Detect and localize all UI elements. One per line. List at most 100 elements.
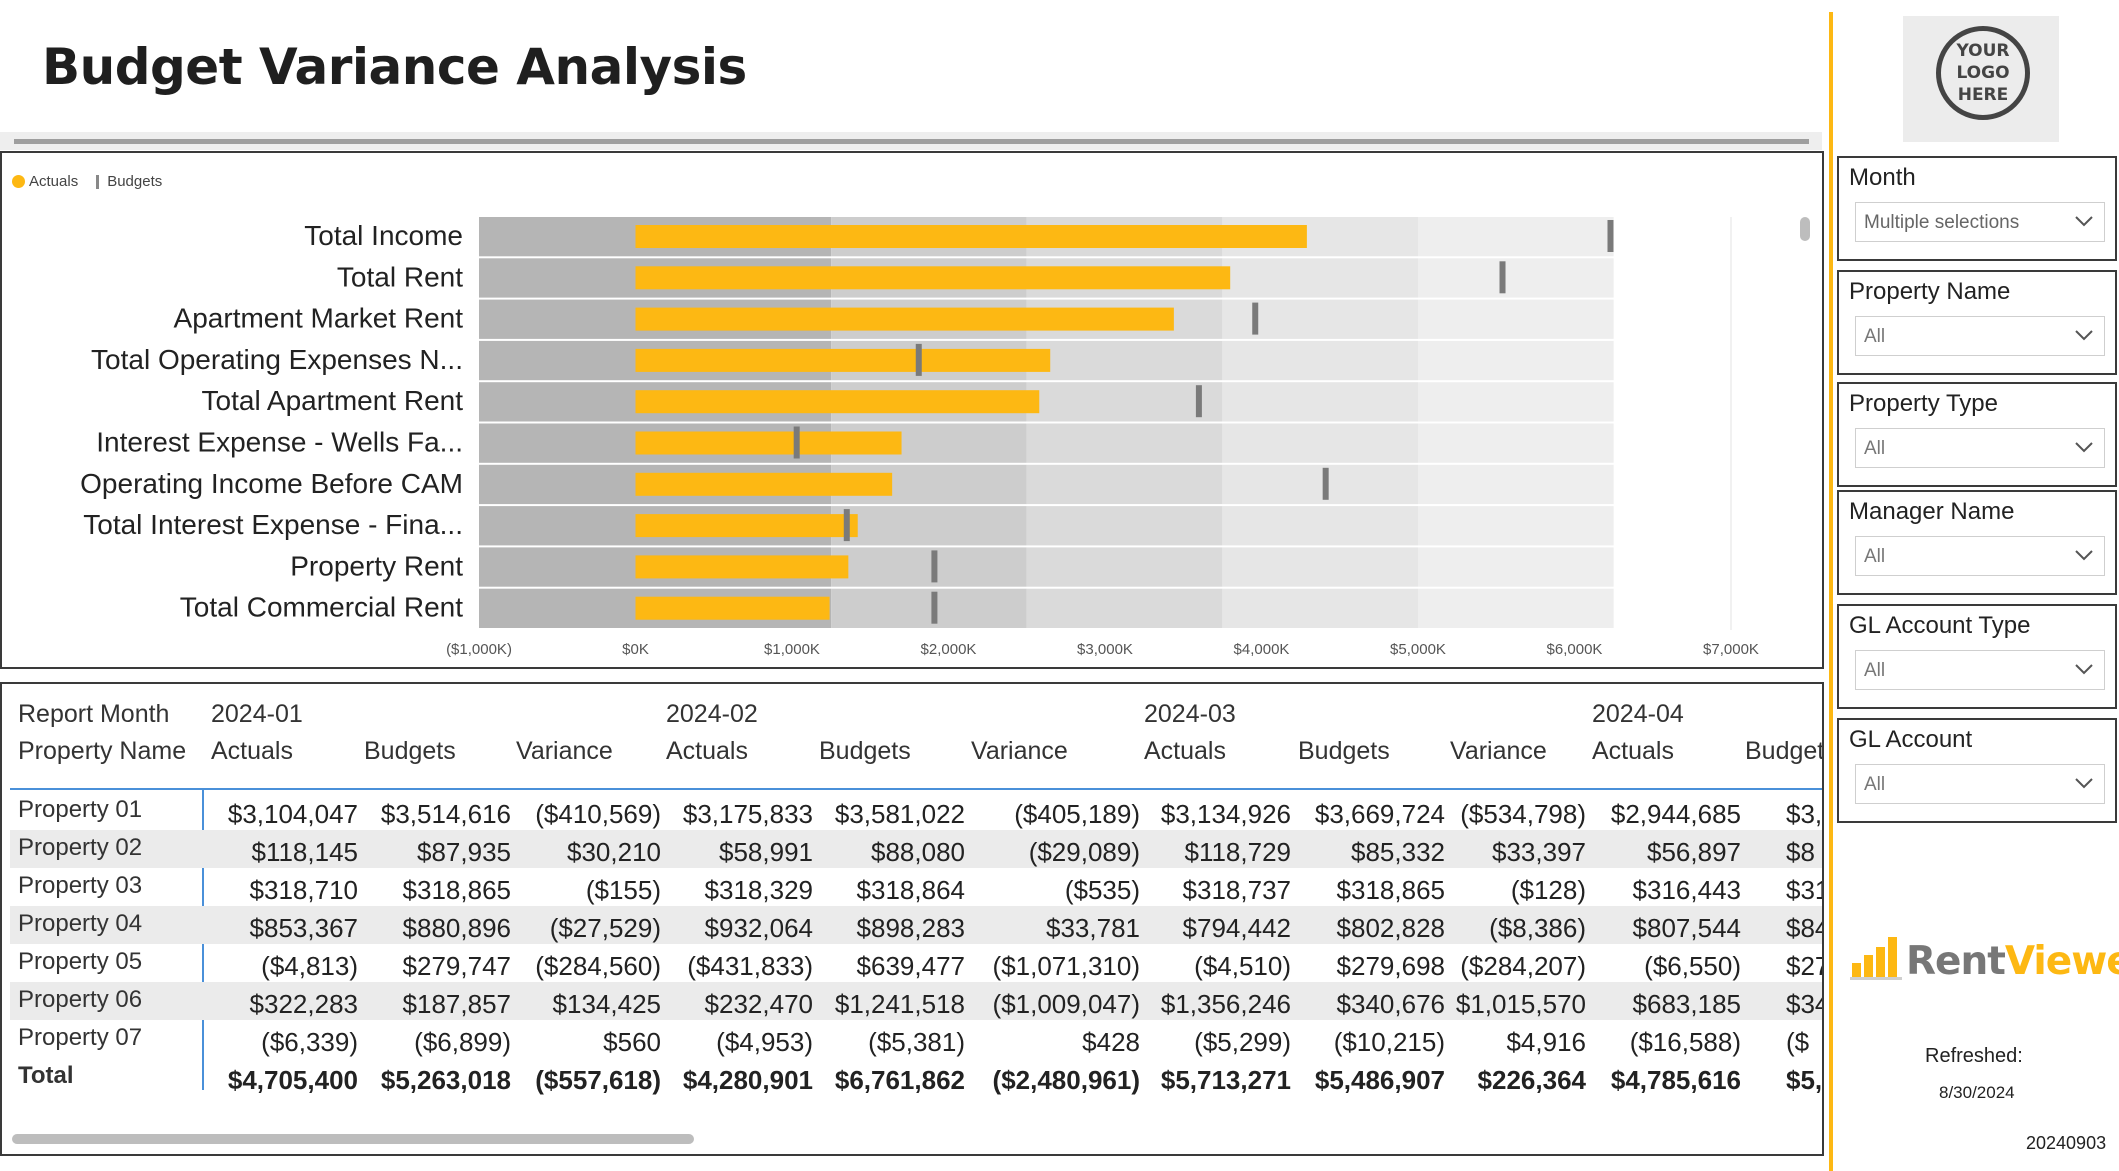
value-cell: $3,134,926 [1160,799,1291,829]
range-band [1026,423,1223,463]
budget-marker [931,591,938,624]
table-row[interactable]: Property 03 $318,710 $318,865 ($155) $318,32… [10,868,1822,906]
property-name-dropdown[interactable]: All [1855,316,2105,356]
actuals-column-header[interactable]: Actuals [1144,737,1226,765]
value-cell: ($155) [585,875,661,905]
actuals-legend-marker [12,175,25,188]
month-header[interactable]: 2024-01 [211,700,303,728]
actual-bar [635,514,858,538]
value-cell: $3,62 [1786,799,1823,829]
actuals-column-header[interactable]: Actuals [1592,737,1674,765]
value-cell: $5,263,018 [380,1065,511,1095]
value-cell: $4,705,400 [227,1065,358,1095]
range-band [1026,506,1223,546]
value-cell: $33,781 [1046,913,1140,943]
value-cell: ($431,833) [687,951,813,981]
budgets-column-header[interactable]: Budgets [1745,737,1824,765]
value-cell: ($284,560) [535,951,661,981]
category-label: Interest Expense - Wells Fa... [96,427,463,458]
actuals-column-header[interactable]: Actuals [211,737,293,765]
value-cell: $279,747 [402,951,511,981]
month-dropdown[interactable]: Multiple selections [1855,202,2105,242]
value-cell: $1,015,570 [1455,989,1586,1019]
actual-bar [635,348,1051,372]
header-divider [10,788,1822,790]
property-type-dropdown[interactable]: All [1855,428,2105,468]
budgets-column-header[interactable]: Budgets [819,737,911,765]
table-row[interactable]: Property 07 ($6,339) ($6,899) $560 ($4,953) (… [10,1020,1822,1058]
slicer-property-type: Property Type All [1837,382,2117,487]
range-band [831,547,1027,587]
budget-marker [1499,261,1506,294]
bullet-chart: Total Income Total Rent Apartment Market R… [80,217,1759,658]
month-header[interactable]: 2024-02 [666,700,758,728]
range-band [1222,588,1418,628]
range-band [1026,340,1223,381]
slicer-property-name: Property Name All [1837,270,2117,375]
value-cell: $794,442 [1182,913,1291,943]
table-row[interactable]: Property 04 $853,367 $880,896 ($27,529) $932… [10,906,1822,944]
value-cell: $187,857 [402,989,511,1019]
category-label: Total Operating Expenses N... [91,344,463,375]
value-cell: $5,48 [1786,1065,1823,1095]
value-cell: $683,185 [1632,989,1741,1019]
x-tick-label: $1,000K [764,641,820,658]
property-name-cell: Property 06 [18,986,143,1013]
value-cell: ($ [1786,1027,1810,1057]
budget-marker [1195,385,1202,418]
value-cell: $3,104,047 [227,799,358,829]
table-horizontal-scrollbar[interactable] [12,1134,694,1144]
dropdown-value: All [1864,326,1886,347]
value-cell: $5,713,271 [1160,1065,1291,1095]
rentviewer-logo: RentViewer [1848,933,2119,993]
month-header[interactable]: 2024-04 [1592,700,1684,728]
variance-column-header[interactable]: Variance [1450,737,1547,765]
value-cell: ($10,215) [1333,1027,1445,1057]
table-row[interactable]: Property 06 $322,283 $187,857 $134,425 $232,… [10,982,1822,1020]
value-cell: $318,865 [402,875,511,905]
value-cell: ($27,529) [549,913,661,943]
month-header[interactable]: 2024-03 [1144,700,1236,728]
table-row[interactable]: Property 02 $118,145 $87,935 $30,210 $58,991… [10,830,1822,868]
value-cell: ($5,299) [1194,1027,1291,1057]
chart-vertical-scrollbar[interactable] [1800,217,1810,241]
range-band [1026,382,1223,422]
chevron-down-icon [2075,216,2093,227]
value-cell: $232,470 [704,989,813,1019]
range-band [831,588,1027,628]
value-cell: $118,145 [251,837,358,867]
table-row[interactable]: Property 01 $3,104,047 $3,514,616 ($410,569… [10,792,1822,830]
dropdown-value: All [1864,660,1886,681]
x-tick-label: $6,000K [1547,641,1603,658]
actual-bar [635,596,830,620]
property-name-cell: Property 03 [18,872,143,899]
slicer-gl-account-type: GL Account Type All [1837,604,2117,709]
value-cell: $33,397 [1492,837,1586,867]
variance-column-header[interactable]: Variance [971,737,1068,765]
value-cell: $118,729 [1184,837,1291,867]
value-cell: $318,864 [856,875,965,905]
value-cell: $802,828 [1336,913,1445,943]
manager-name-dropdown[interactable]: All [1855,536,2105,576]
total-row[interactable]: Total $4,705,400 $5,263,018 ($557,618) $4,28… [10,1058,1822,1096]
actuals-column-header[interactable]: Actuals [666,737,748,765]
value-cell: $3,514,616 [380,799,511,829]
value-cell: ($284,207) [1460,951,1586,981]
budget-marker [843,509,850,542]
table-row[interactable]: Property 05 ($4,813) $279,747 ($284,560) ($4… [10,944,1822,982]
range-band [1222,299,1418,339]
x-tick-label: ($1,000K) [446,641,512,658]
category-label: Property Rent [290,550,463,581]
budgets-column-header[interactable]: Budgets [1298,737,1390,765]
value-cell: $31 [1786,875,1822,905]
gl-account-dropdown[interactable]: All [1855,764,2105,804]
value-cell: $898,283 [856,913,965,943]
chevron-down-icon [2075,778,2093,789]
value-cell: $30,210 [567,837,661,867]
value-cell: ($2,480,961) [992,1065,1140,1095]
variance-column-header[interactable]: Variance [516,737,613,765]
budgets-column-header[interactable]: Budgets [364,737,456,765]
gl-account-type-dropdown[interactable]: All [1855,650,2105,690]
value-cell: $318,865 [1336,875,1445,905]
value-cell: $316,443 [1632,875,1741,905]
